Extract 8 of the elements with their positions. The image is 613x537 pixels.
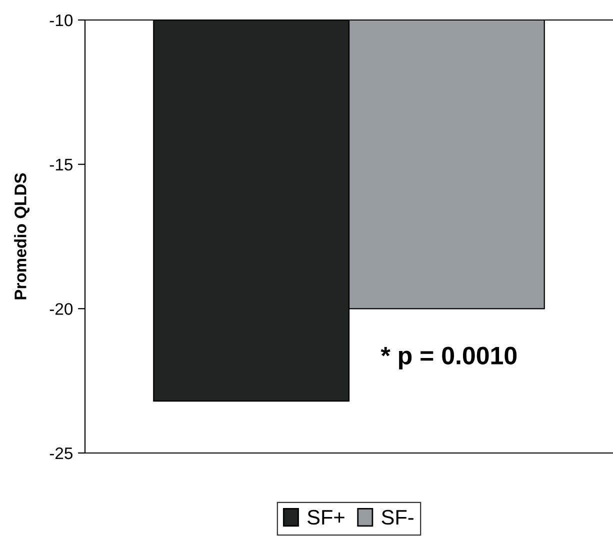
y-tick-label: -15 (50, 158, 72, 171)
legend-label: SF- (382, 510, 414, 525)
annotation: * p = 0.0010 (380, 346, 517, 370)
y-tick-label: -25 (50, 447, 72, 460)
y-axis-title: Promedio QLDS (14, 173, 30, 300)
legend-label: SF+ (308, 510, 344, 525)
y-tick-label: -20 (50, 303, 73, 315)
y-tick-label: -10 (50, 14, 73, 26)
